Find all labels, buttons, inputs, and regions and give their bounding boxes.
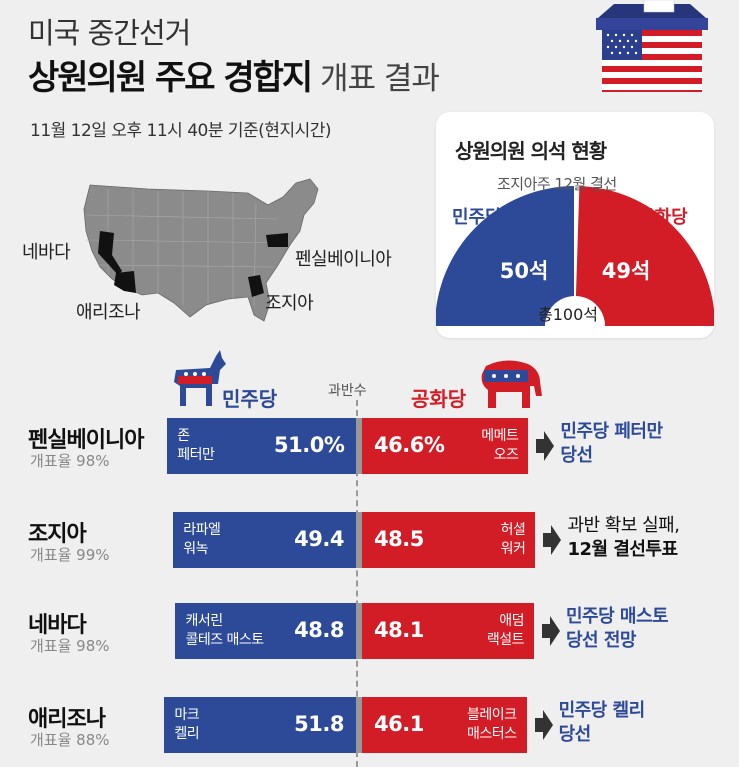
- rep-candidate-line: 메메트: [481, 428, 519, 444]
- elephant-icon: [481, 360, 542, 408]
- rep-pct-label: 46.1: [374, 712, 424, 736]
- dem-candidate-line: 마크: [174, 707, 200, 723]
- outcome-line: 당선: [558, 724, 592, 745]
- seat-dem-count: 50석: [500, 259, 549, 283]
- dem-pct-label: 48.8: [294, 618, 344, 642]
- majority-marker: [356, 512, 362, 568]
- majority-marker: [356, 603, 362, 659]
- rep-candidate-line: 블레이크: [467, 707, 517, 723]
- bar-dem: [173, 512, 356, 568]
- arrow-right-icon: [543, 525, 562, 555]
- rep-pct-label: 48.5: [374, 527, 424, 551]
- seat-rep-label: 공화당: [638, 207, 688, 228]
- legend-majority: 과반수: [328, 383, 367, 399]
- row-state-name: 펜실베이니아: [28, 428, 144, 453]
- bar-rep: [356, 418, 529, 474]
- seat-dem-label: 민주당: [452, 207, 502, 228]
- seat-arc-chart: 50석 49석: [436, 186, 714, 327]
- nevada-shape: [98, 231, 122, 275]
- outcome-line: 당선 전망: [565, 630, 637, 651]
- outcome-line: 민주당 페터만: [560, 421, 663, 442]
- dem-candidate-line: 캐서린: [185, 613, 223, 629]
- seat-arc-dem: [436, 186, 575, 326]
- rep-candidate-line: 매스터스: [467, 726, 517, 742]
- bar-dem: [164, 697, 356, 753]
- timestamp-note: 11월 12일 오후 11시 40분 기준(현지시간): [30, 121, 332, 141]
- seat-arc-rep: [575, 186, 714, 326]
- row-state-name: 애리조나: [28, 707, 106, 732]
- rep-pct-label: 46.6%: [374, 433, 445, 457]
- outcome-line: 당선: [560, 445, 593, 466]
- page-title-bold: 상원의원 주요 경합지: [28, 58, 313, 98]
- majority-line: [356, 400, 358, 767]
- page-title: 상원의원 주요 경합지 개표 결과: [28, 50, 440, 99]
- map-label-pennsylvania: 펜실베이니아: [295, 249, 392, 270]
- row-count-rate: 개표율 88%: [30, 731, 110, 749]
- row-count-rate: 개표율 98%: [30, 452, 110, 470]
- rep-candidate-line: 워커: [500, 541, 526, 557]
- arizona-shape: [114, 271, 136, 293]
- dem-candidate-line: 워녹: [183, 541, 208, 557]
- dem-candidate-line: 존: [177, 428, 190, 444]
- georgia-shape: [248, 275, 264, 297]
- outcome-line: 12월 결선투표: [567, 539, 678, 560]
- bar-rep: [356, 512, 536, 568]
- arrow-right-icon: [534, 710, 553, 740]
- outcome-line: 과반 확보 실패,: [567, 515, 680, 536]
- rep-pct-label: 48.1: [374, 618, 424, 642]
- seat-georgia-note: 조지아주 12월 결선: [497, 175, 617, 193]
- legend-rep: 공화당: [411, 387, 467, 411]
- donkey-icon: [174, 350, 226, 406]
- row-state-name: 네바다: [28, 613, 87, 638]
- map-label-georgia: 조지아: [265, 293, 314, 314]
- dem-pct-label: 49.4: [294, 527, 344, 551]
- majority-marker: [356, 697, 362, 753]
- map-label-arizona: 애리조나: [76, 302, 141, 323]
- seat-rep-count: 49석: [602, 259, 651, 283]
- pennsylvania-shape: [266, 233, 288, 247]
- dem-candidate-line: 페터만: [177, 447, 215, 463]
- arrow-right-icon: [541, 616, 560, 646]
- dem-candidate-line: 라파엘: [183, 522, 221, 538]
- rep-candidate-line: 오즈: [493, 447, 519, 463]
- arrow-right-icon: [536, 431, 555, 461]
- rep-candidate-line: 랙설트: [486, 632, 525, 648]
- seat-card-title: 상원의원 의석 현황: [455, 139, 607, 163]
- majority-marker: [356, 418, 362, 474]
- bar-dem: [167, 418, 356, 474]
- row-outcome: 과반 확보 실패, 12월 결선투표: [567, 514, 680, 562]
- rep-candidate-line: 애덤: [499, 613, 524, 629]
- page-supertitle: 미국 중간선거: [28, 16, 191, 50]
- row-state-name: 조지아: [28, 522, 87, 547]
- dem-candidate-line: 콜테즈 매스토: [185, 632, 264, 648]
- rep-candidate-line: 허셜: [500, 522, 526, 538]
- outcome-line: 민주당 켈리: [558, 700, 646, 721]
- row-count-rate: 개표율 99%: [30, 546, 110, 564]
- legend-dem: 민주당: [222, 387, 278, 411]
- seat-total: 총100석: [538, 305, 598, 324]
- bar-rep: [356, 603, 534, 659]
- bar-dem: [175, 603, 356, 659]
- outcome-line: 민주당 매스토: [565, 606, 669, 627]
- map-label-nevada: 네바다: [22, 242, 71, 263]
- row-count-rate: 개표율 98%: [30, 637, 110, 655]
- ballot-box-icon: [596, 0, 708, 92]
- us-map: [83, 178, 319, 322]
- dem-pct-label: 51.0%: [274, 433, 345, 457]
- dem-candidate-line: 켈리: [174, 726, 200, 742]
- page-title-light: 개표 결과: [320, 61, 440, 97]
- dem-pct-label: 51.8: [294, 712, 344, 736]
- bar-rep: [356, 697, 527, 753]
